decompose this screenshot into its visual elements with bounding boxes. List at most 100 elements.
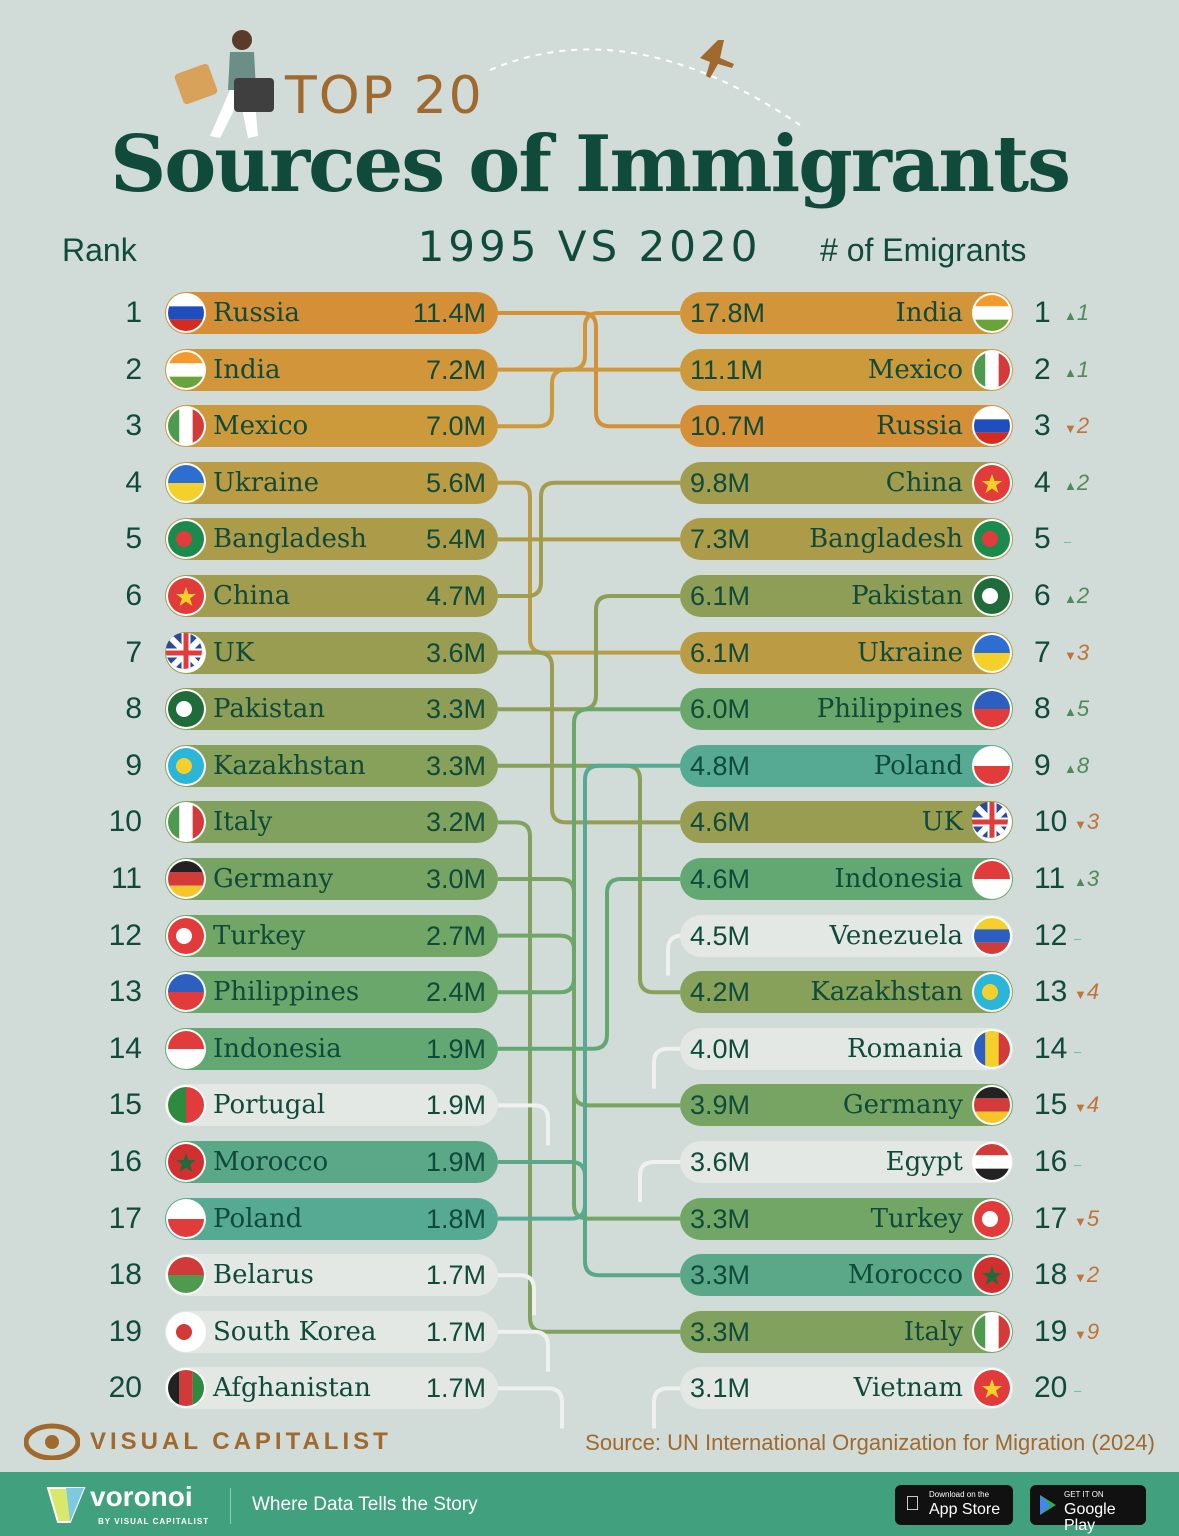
rank-2020: 12 (1034, 918, 1068, 952)
connector-egypt (638, 1160, 680, 1202)
rank-change: ▼2 (1064, 415, 1089, 437)
philippines-flag-icon (166, 972, 206, 1013)
germany-flag-icon (166, 859, 206, 899)
rank-change: ▼2 (1074, 1264, 1099, 1286)
country-name: Romania (847, 1033, 963, 1064)
visual-capitalist-logo (24, 1423, 80, 1460)
rank-1995: 9 (125, 748, 142, 782)
ukraine-flag-icon (972, 632, 1012, 673)
rank-2020: 4 (1034, 465, 1051, 499)
page-title: Sources of Immigrants (109, 119, 1071, 210)
value-label: 4.2M (690, 977, 751, 1008)
philippines-flag-icon (972, 689, 1012, 730)
bar-1995-turkey: Turkey 2.7M (165, 914, 498, 957)
dash-icon: – (1074, 930, 1082, 946)
connector-ukraine (498, 480, 680, 655)
mexico-flag-icon (972, 349, 1012, 390)
rank-1995: 20 (108, 1371, 142, 1405)
value-label: 3.3M (690, 1203, 751, 1234)
emigrants-label: # of Emigrants (820, 232, 1027, 268)
country-name: Ukraine (856, 637, 963, 668)
connector-poland (498, 763, 680, 1221)
bar-1995-south-korea: South Korea 1.7M (165, 1310, 498, 1353)
rank-change: ▲5 (1064, 698, 1089, 720)
uk-flag-icon (166, 633, 206, 673)
ukraine-flag-icon (166, 462, 206, 503)
country-name: Bangladesh (213, 524, 367, 555)
connector-india (498, 311, 680, 372)
rank-1995: 8 (125, 692, 142, 726)
bar-1995-afghanistan: Afghanistan 1.7M (165, 1367, 498, 1410)
rank-2020: 18 (1034, 1258, 1068, 1292)
country-name: Egypt (885, 1147, 963, 1177)
rank-1995: 12 (108, 918, 142, 952)
bar-2020-bangladesh: 7.3M Bangladesh (680, 518, 1013, 561)
rank-2020: 14 (1034, 1031, 1068, 1065)
bar-2020-morocco: 3.3M Morocco (680, 1254, 1013, 1297)
triangle-up-icon: ▲ (1064, 308, 1077, 323)
value-label: 3.3M (425, 694, 486, 725)
connector-portugal (498, 1103, 550, 1146)
triangle-down-icon: ▼ (1074, 1270, 1087, 1286)
rank-change-value: 5 (1086, 1205, 1100, 1231)
rank-change-value: 2 (1076, 413, 1090, 439)
bar-1995-portugal: Portugal 1.9M (165, 1084, 498, 1127)
connector-china (498, 480, 680, 598)
country-name: Belarus (213, 1260, 314, 1291)
google-play-button[interactable]: GET IT ON Google Play (1030, 1485, 1146, 1534)
india-flag-icon (166, 349, 206, 390)
value-label: 3.6M (425, 637, 486, 668)
rank-1995: 1 (125, 296, 142, 329)
egypt-flag-icon (972, 1142, 1012, 1182)
indonesia-flag-icon (166, 1028, 206, 1069)
apple-icon:  (905, 1494, 920, 1514)
rank-change: ▲1 (1064, 358, 1089, 381)
rank-change: ▲1 (1064, 302, 1089, 324)
bangladesh-flag-icon (972, 519, 1012, 560)
rank-2020: 2 (1034, 352, 1051, 386)
rank-1995: 16 (108, 1145, 142, 1178)
rank-1995: 11 (110, 862, 142, 895)
app-store-button[interactable]:  Download on the App Store (895, 1485, 1013, 1525)
kazakhstan-flag-icon (166, 745, 206, 786)
value-label: 3.3M (425, 750, 486, 781)
rank-1995: 13 (108, 975, 142, 1009)
rank-change: – (1074, 1038, 1081, 1060)
rank-change: ▲2 (1064, 585, 1089, 607)
rank-change: ▼9 (1074, 1320, 1099, 1343)
value-label: 3.3M (690, 1260, 751, 1291)
google-play-small: GET IT ON (1064, 1490, 1104, 1499)
rank-change: – (1074, 1151, 1081, 1173)
venezuela-flag-icon (972, 915, 1012, 956)
china-flag-icon (972, 462, 1012, 503)
rank-2020: 8 (1034, 692, 1051, 726)
app-store-label: App Store (929, 1501, 1001, 1518)
country-name: UK (921, 807, 963, 838)
rank-2020: 15 (1034, 1088, 1068, 1122)
country-name: Germany (213, 864, 334, 894)
bar-2020-russia: 10.7M Russia (680, 405, 1013, 448)
russia-flag-icon (166, 293, 206, 333)
bar-1995-morocco: Morocco 1.9M (165, 1141, 498, 1183)
rank-change: ▼4 (1074, 981, 1099, 1003)
bar-2020-vietnam: 3.1M Vietnam (680, 1367, 1013, 1410)
country-name: India (213, 354, 281, 385)
triangle-up-icon: ▲ (1074, 874, 1087, 889)
value-label: 1.7M (425, 1316, 486, 1347)
google-play-label: Google Play (1064, 1501, 1116, 1534)
value-label: 1.7M (425, 1373, 486, 1404)
rank-1995: 15 (108, 1088, 142, 1122)
value-label: 3.9M (690, 1090, 751, 1121)
china-flag-icon (166, 576, 206, 616)
rank-1995: 18 (108, 1258, 142, 1292)
voronoi-subtitle: BY VISUAL CAPITALIST (98, 1517, 210, 1526)
country-name: Poland (873, 750, 963, 781)
rank-2020: 6 (1034, 579, 1051, 612)
country-name: Poland (213, 1203, 303, 1234)
bar-2020-germany: 3.9M Germany (680, 1084, 1013, 1127)
app-store-small: Download on the (929, 1490, 990, 1499)
dash-icon: – (1074, 1043, 1082, 1059)
bar-1995-russia: Russia 11.4M (165, 292, 498, 334)
triangle-down-icon: ▼ (1064, 421, 1077, 437)
country-name: UK (213, 637, 255, 668)
